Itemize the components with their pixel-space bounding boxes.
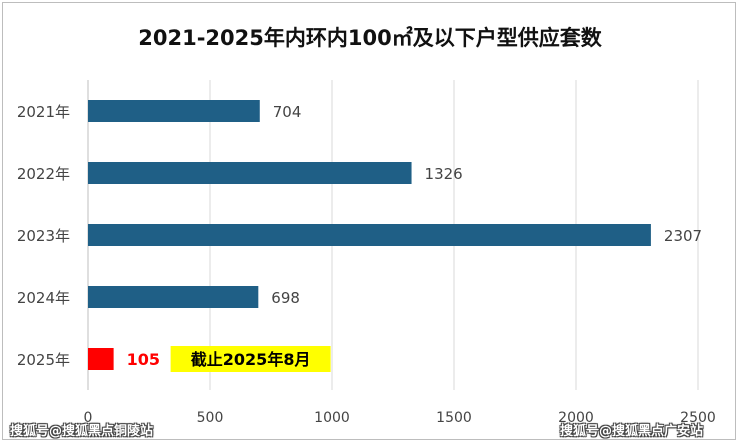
x-tick-label-500: 500 — [197, 410, 224, 426]
value-label-4: 105 — [127, 350, 160, 369]
x-tick-label-1500: 1500 — [436, 410, 472, 426]
x-tick-label-2500: 2500 — [680, 410, 716, 426]
annotation-box — [170, 346, 331, 372]
value-label-3: 698 — [271, 289, 300, 307]
chart-frame — [2, 2, 736, 440]
annotation-label: 截止2025年8月 — [191, 350, 311, 369]
x-tick-label-0: 0 — [84, 410, 93, 426]
category-label-0: 2021年 — [17, 103, 70, 121]
bar-3 — [88, 286, 259, 308]
bar-2 — [88, 224, 651, 246]
value-label-2: 2307 — [664, 227, 702, 245]
value-label-1: 1326 — [425, 165, 463, 183]
bar-0 — [88, 100, 260, 122]
category-label-1: 2022年 — [17, 165, 70, 183]
watermark-left: 搜狐号@搜狐黑点铜陵站 — [10, 424, 154, 439]
category-label-4: 2025年 — [17, 351, 70, 369]
chart-title: 2021-2025年内环内100㎡及以下户型供应套数 — [138, 26, 602, 50]
value-label-0: 704 — [273, 103, 302, 121]
category-label-3: 2024年 — [17, 289, 70, 307]
category-label-2: 2023年 — [17, 227, 70, 245]
labels: 0 500 1000 1500 2000 2500 2021年 704 2022年 1326 202… — [17, 103, 716, 426]
watermark-right: 搜狐号@搜狐黑点广安站 — [560, 424, 704, 439]
bar-4 — [88, 348, 114, 370]
x-tick-label-1000: 1000 — [314, 410, 350, 426]
x-tick-label-2000: 2000 — [558, 410, 594, 426]
bars — [88, 100, 651, 370]
bar-1 — [88, 162, 412, 184]
